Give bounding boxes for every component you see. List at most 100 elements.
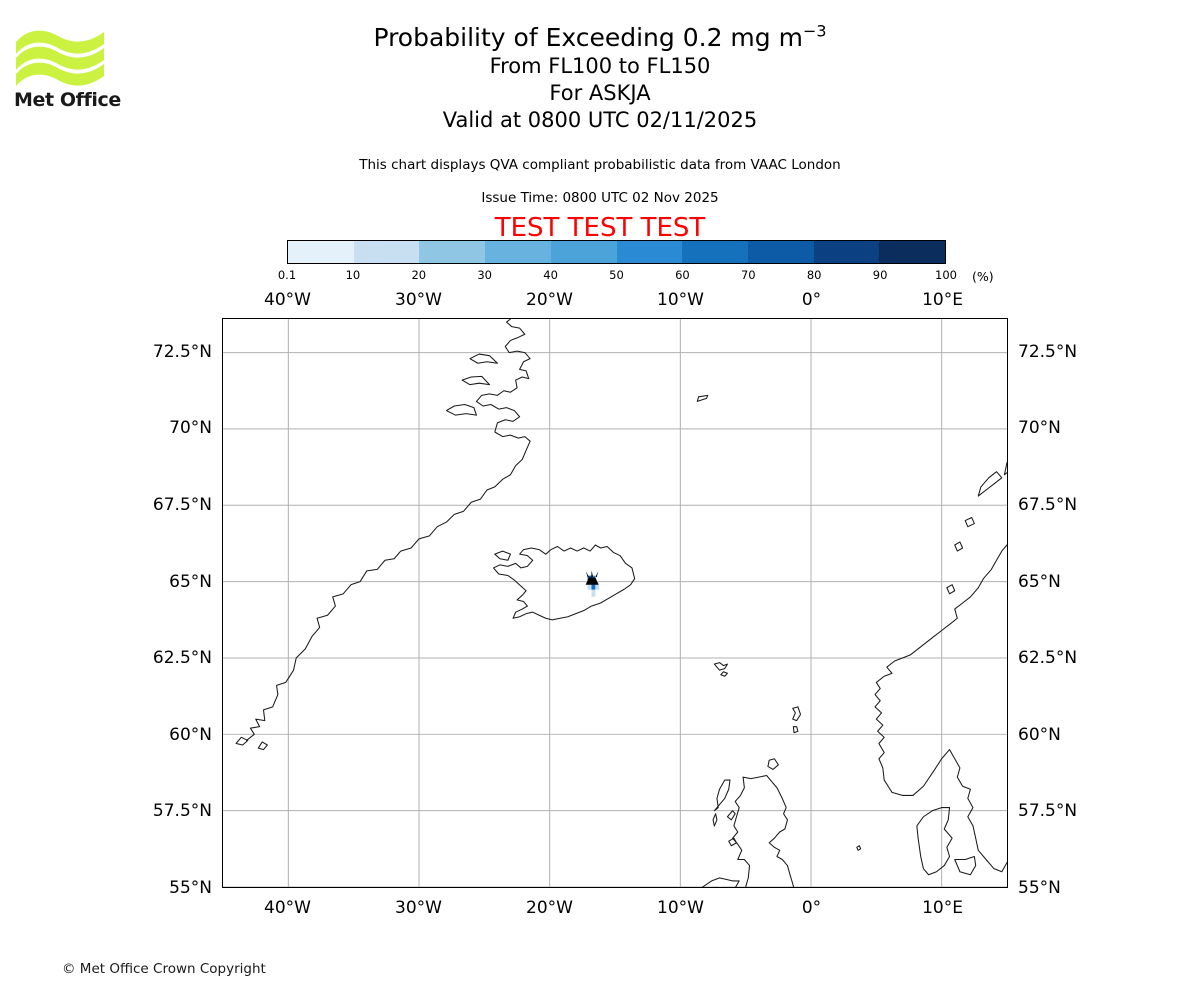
colorbar-band-1 <box>353 241 420 263</box>
lon-label-top--30: 30°W <box>395 290 442 310</box>
coastline-path-18 <box>728 837 738 847</box>
coastline-path-16 <box>712 813 718 827</box>
coastline-path-5 <box>257 741 268 751</box>
map-panel[interactable] <box>222 318 1008 888</box>
colorbar-band-7 <box>747 241 814 263</box>
met-office-logo <box>14 24 134 114</box>
volcano-glyph <box>585 570 599 585</box>
lat-label-right-62.5: 62.5°N <box>1018 648 1078 669</box>
coastline-path-32 <box>856 845 862 851</box>
coastline-path-29 <box>946 584 956 595</box>
issue-time-label: Issue Time: 0800 UTC 02 Nov 2025 <box>481 190 719 206</box>
coastline-path-9 <box>720 671 728 677</box>
lat-label-right-60: 60°N <box>1018 724 1061 745</box>
met-office-logo-text: Met Office <box>14 89 121 111</box>
lon-label-top--10: 10°W <box>657 290 704 310</box>
colorbar-band-4 <box>550 241 617 263</box>
test-banner: TEST TEST TEST <box>494 213 706 243</box>
coastline-path-3 <box>469 353 498 364</box>
lon-label-bottom--40: 40°W <box>264 898 311 918</box>
lat-label-left-62.5: 62.5°N <box>152 648 212 669</box>
coastline-path-28 <box>964 516 975 528</box>
lon-label-top--20: 20°W <box>526 290 573 310</box>
colorbar-tick-40: 40 <box>543 268 558 282</box>
coastline-path-1 <box>445 403 477 416</box>
title-flight-levels: From FL100 to FL150 <box>489 54 711 78</box>
lon-label-bottom--20: 20°W <box>526 898 573 918</box>
colorbar-tick-20: 20 <box>411 268 427 282</box>
coastline-path-4 <box>235 736 249 746</box>
lat-label-right-55: 55°N <box>1018 878 1061 898</box>
coastline-path-13 <box>767 758 779 770</box>
coastline-path-7 <box>494 550 511 561</box>
probability-colorbar <box>287 240 946 264</box>
coastline-path-6 <box>492 544 636 621</box>
coastline-path-8 <box>713 662 728 671</box>
lat-label-right-72.5: 72.5°N <box>1018 341 1078 362</box>
colorbar-tick-60: 60 <box>675 268 690 282</box>
lon-label-bottom--10: 10°W <box>657 898 704 918</box>
colorbar-tick-30: 30 <box>477 268 493 282</box>
title-exponent: −3 <box>802 21 827 41</box>
volcano-marker-icon <box>585 570 599 585</box>
colorbar-band-2 <box>419 241 486 263</box>
lat-label-right-70: 70°N <box>1018 418 1061 439</box>
lat-label-left-60: 60°N <box>169 724 212 745</box>
coastline-path-2 <box>461 375 491 386</box>
map-coastlines <box>235 319 1007 887</box>
title-volcano-name: For ASKJA <box>549 81 651 105</box>
lon-label-top-0: 0° <box>801 290 822 310</box>
colorbar-band-8 <box>813 241 880 263</box>
coastline-path-23 <box>1003 461 1007 476</box>
colorbar-tick-90: 90 <box>872 268 888 282</box>
colorbar-tick-0.1: 0.1 <box>277 268 297 282</box>
colorbar-band-0 <box>288 241 354 263</box>
lat-label-left-72.5: 72.5°N <box>152 341 212 362</box>
ash-cell-3 <box>591 582 596 590</box>
lon-label-top-10: 10°E <box>922 290 963 310</box>
colorbar-tick-70: 70 <box>740 268 756 282</box>
ash-cell-2 <box>587 582 592 590</box>
coastline-path-14 <box>732 774 795 887</box>
colorbar-tick-10: 10 <box>345 268 361 282</box>
coastline-path-19 <box>701 877 740 887</box>
coastline-path-17 <box>726 810 736 821</box>
coastline-path-21 <box>901 749 1007 873</box>
coastline-path-0 <box>246 319 531 741</box>
coastline-path-22 <box>977 471 1003 497</box>
lat-label-right-67.5: 67.5°N <box>1018 494 1078 515</box>
lon-label-top--40: 40°W <box>264 290 311 310</box>
lon-label-bottom--30: 30°W <box>395 898 442 918</box>
colorbar-tick-50: 50 <box>609 268 624 282</box>
colorbar-tick-labels: 0.1 10 20 30 40 50 60 70 80 90 100 <box>278 268 957 284</box>
colorbar-band-6 <box>682 241 748 263</box>
coastline-path-10 <box>696 394 709 402</box>
lat-label-left-70: 70°N <box>169 418 212 439</box>
lon-label-bottom-0: 0° <box>801 898 822 918</box>
coastline-path-31 <box>954 855 977 876</box>
lat-label-left-55: 55°N <box>169 878 212 898</box>
ash-cell-5 <box>591 589 596 597</box>
lat-label-left-57.5: 57.5°N <box>152 801 212 822</box>
coastline-path-15 <box>713 779 731 812</box>
title-main-text: Probability of Exceeding 0.2 mg m <box>373 23 803 52</box>
coastline-path-11 <box>792 706 802 722</box>
colorbar-band-3 <box>485 241 551 263</box>
lon-label-bottom-10: 10°E <box>922 898 963 918</box>
colorbar-band-9 <box>879 241 946 263</box>
map-gridlines <box>223 319 1007 887</box>
page-title: Probability of Exceeding 0.2 mg m−3 <box>0 22 1200 53</box>
coastline-path-20 <box>874 544 1007 796</box>
colorbar-band-5 <box>616 241 683 263</box>
met-office-waves-icon <box>16 30 104 86</box>
colorbar-unit-label: (%) <box>972 269 994 284</box>
coastline-path-30 <box>916 807 953 876</box>
chart-title-block: Probability of Exceeding 0.2 mg m−3 From… <box>0 22 1200 134</box>
ash-cell-4 <box>595 582 600 590</box>
lat-label-right-65: 65°N <box>1018 571 1061 592</box>
coastline-path-27 <box>954 541 964 552</box>
title-valid-time: Valid at 0800 UTC 02/11/2025 <box>442 108 758 132</box>
colorbar-bands <box>287 240 946 264</box>
lat-label-left-67.5: 67.5°N <box>152 494 212 515</box>
copyright-footer: © Met Office Crown Copyright <box>62 961 266 977</box>
